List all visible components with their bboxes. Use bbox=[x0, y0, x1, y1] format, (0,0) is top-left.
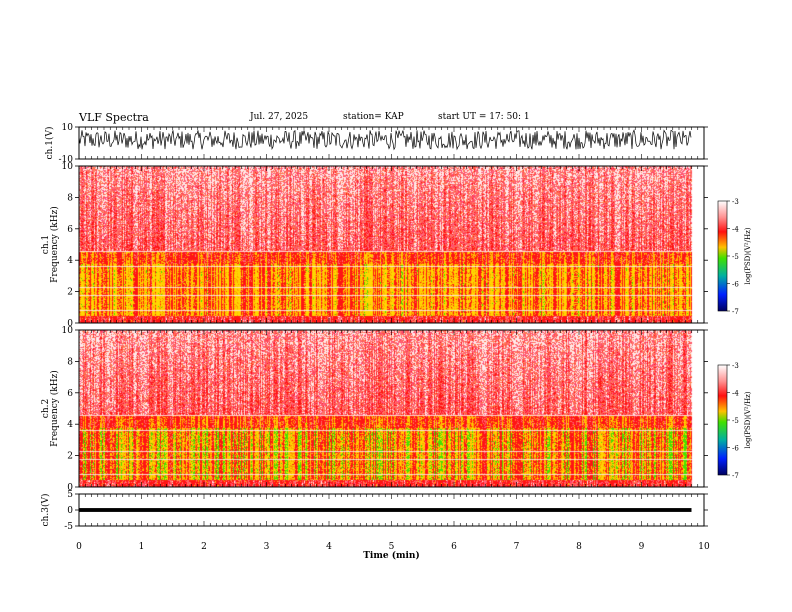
y-tick-label: 8 bbox=[67, 193, 73, 203]
x-tick-label: 0 bbox=[76, 542, 82, 552]
chart-title: VLF Spectra bbox=[79, 111, 149, 124]
y-tick-label: 2 bbox=[67, 288, 73, 298]
x-tick-label: 5 bbox=[389, 542, 395, 552]
ch3-waveform-band bbox=[79, 508, 692, 512]
y-tick-label: 0 bbox=[67, 319, 73, 329]
start-time-label: start UT = 17: 50: 1 bbox=[438, 112, 530, 122]
y-tick-label: 2 bbox=[67, 452, 73, 462]
colorbar-label: log(PSD)(V²/Hz) bbox=[744, 391, 752, 448]
y-tick-label: -10 bbox=[59, 155, 74, 165]
spectrogram-image-ch.2 bbox=[79, 330, 704, 487]
colorbar-tick-label: -6 bbox=[732, 281, 739, 289]
ch1-waveform-trace bbox=[78, 129, 692, 151]
y-tick-label: 4 bbox=[67, 256, 73, 266]
y-tick-label: 10 bbox=[62, 123, 74, 133]
y-tick-label: 4 bbox=[67, 420, 73, 430]
y-tick-label: 6 bbox=[67, 225, 73, 235]
x-tick-label: 7 bbox=[514, 542, 520, 552]
y-tick-label: 10 bbox=[62, 162, 74, 172]
x-tick-label: 10 bbox=[698, 542, 710, 552]
colorbar-tick-label: -7 bbox=[732, 308, 739, 316]
colorbar bbox=[717, 200, 728, 312]
colorbar-tick-label: -5 bbox=[732, 417, 739, 425]
colorbar-tick-label: -3 bbox=[732, 198, 739, 206]
spectrogram-image-ch.1 bbox=[79, 166, 704, 323]
ch3-ylabel: ch.3(V) bbox=[40, 494, 51, 527]
y-tick-label: 10 bbox=[62, 326, 74, 336]
date-label: Jul. 27, 2025 bbox=[250, 112, 309, 122]
colorbar-tick-label: -3 bbox=[732, 362, 739, 370]
colorbar-tick-label: -4 bbox=[732, 390, 739, 398]
channel-label: ch.2 bbox=[41, 399, 51, 418]
frequency-ylabel: Frequency (kHz) bbox=[49, 206, 60, 283]
x-tick-label: 2 bbox=[201, 542, 207, 552]
x-ticks bbox=[78, 494, 705, 526]
ch1-waveform-line bbox=[78, 129, 692, 151]
ch1-ylabel: ch.1(V) bbox=[44, 127, 55, 160]
frequency-ylabel: Frequency (kHz) bbox=[49, 370, 60, 447]
x-tick-label: 6 bbox=[451, 542, 457, 552]
x-tick-label: 4 bbox=[326, 542, 332, 552]
y-tick-label: 5 bbox=[67, 490, 73, 500]
colorbar-tick-label: -7 bbox=[732, 472, 739, 480]
x-ticks bbox=[78, 166, 705, 323]
colorbar-tick-label: -5 bbox=[732, 253, 739, 261]
y-tick-label: -5 bbox=[64, 522, 73, 532]
x-ticks bbox=[78, 330, 705, 487]
channel-label: ch.1 bbox=[41, 235, 51, 254]
y-tick-label: 8 bbox=[67, 357, 73, 367]
x-tick-label: 3 bbox=[264, 542, 270, 552]
x-ticks bbox=[78, 127, 705, 159]
x-axis-label: Time (min) bbox=[363, 550, 420, 561]
colorbar bbox=[717, 364, 728, 476]
colorbar-tick-label: -6 bbox=[732, 445, 739, 453]
station-label: station= KAP bbox=[343, 112, 404, 122]
y-tick-label: 0 bbox=[67, 506, 73, 516]
y-tick-label: 6 bbox=[67, 389, 73, 399]
x-tick-label: 1 bbox=[139, 542, 145, 552]
x-tick-label: 9 bbox=[639, 542, 645, 552]
x-tick-label: 8 bbox=[576, 542, 582, 552]
colorbar-label: log(PSD)(V²/Hz) bbox=[744, 227, 752, 284]
colorbar-tick-label: -4 bbox=[732, 226, 739, 234]
y-tick-label: 0 bbox=[67, 483, 73, 493]
